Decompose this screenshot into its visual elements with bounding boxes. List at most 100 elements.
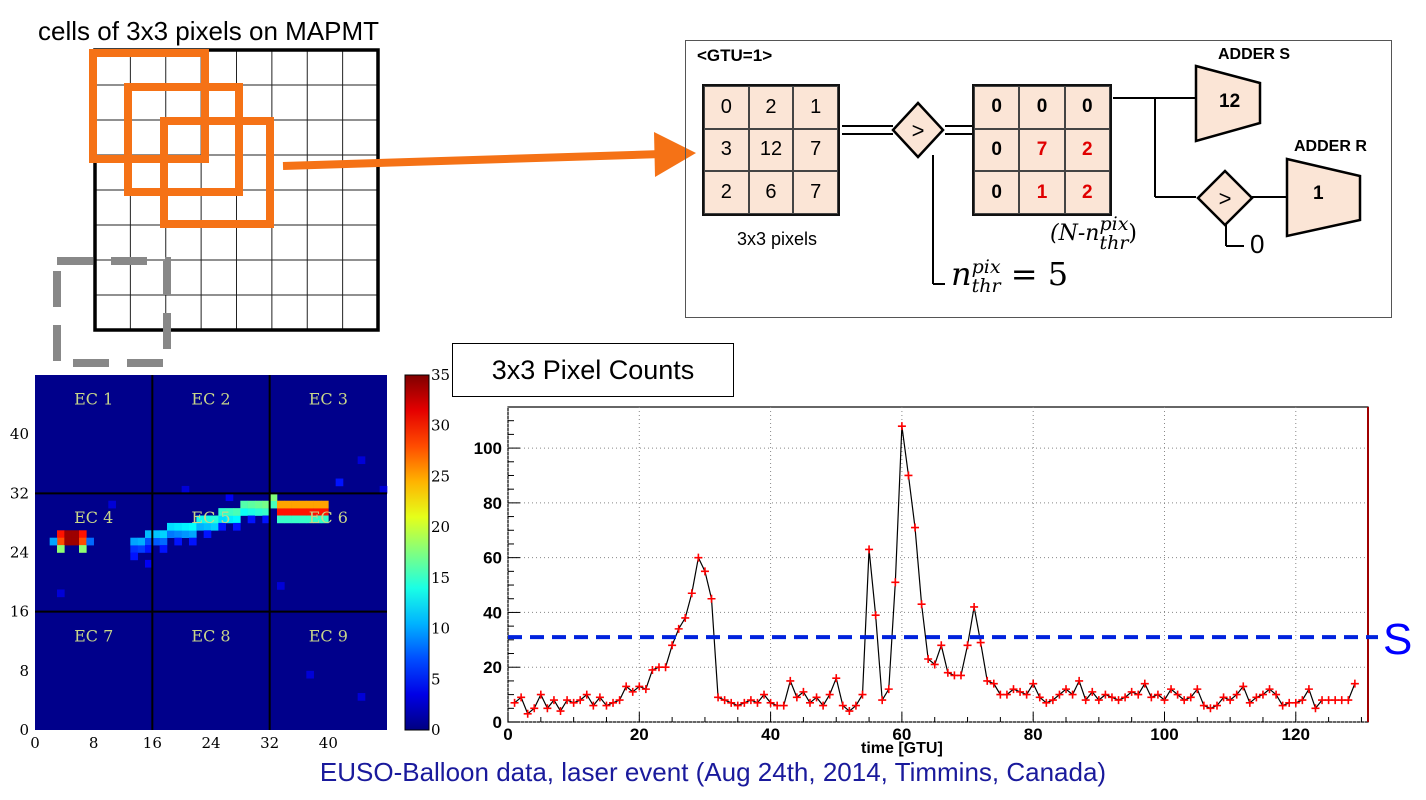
output-grid-cell: 7 [1019,128,1065,172]
heatmap-pixel [306,508,314,516]
data-point [1193,685,1202,694]
data-point [674,624,683,633]
colorbar-tick: 5 [431,670,441,688]
data-point [819,701,828,710]
comparator-symbol-2: > [1219,186,1232,211]
heatmap-pixel [247,500,256,509]
y-tick-label: 80 [483,494,502,513]
input-grid-cell: 12 [748,128,794,172]
data-point [1304,685,1313,694]
heatmap-pixel [306,500,314,509]
heatmap-pixel [196,522,204,531]
data-point [1101,690,1110,699]
data-point [700,567,709,576]
data-point [963,641,972,650]
data-point [635,682,644,691]
heatmap-pixel [321,515,329,524]
heatmap-pixel [152,530,160,539]
difference-expression: (N-n pix thr) [1050,215,1137,253]
data-point [825,690,834,699]
heatmap-pixel [357,456,366,465]
output-grid-cell: 0 [974,86,1020,129]
data-point [720,696,729,705]
data-point [851,701,860,710]
data-point [1219,693,1228,702]
data-point [976,638,985,647]
heatmap-pixel [357,693,366,701]
data-point [694,553,703,562]
data-point [582,690,591,699]
heatmap-y-tick: 16 [10,603,29,621]
heatmap-pixel [211,522,219,531]
pixel-cell-3 [160,117,274,228]
data-point [970,602,979,611]
output-grid-cell: 2 [1064,171,1110,214]
threshold-symbol: n [951,255,972,293]
data-point [1311,704,1320,713]
data-point [1088,687,1097,696]
data-point [1213,701,1222,710]
colorbar-tick: 0 [431,721,441,739]
heatmap-pixel [284,515,292,524]
heatmap-pixel [49,537,58,546]
heatmap-pixel [137,545,146,553]
heatmap-y-tick: 24 [10,544,29,562]
input-grid-cell: 2 [704,171,749,214]
heatmap-pixel [189,522,197,531]
colorbar-tick: 10 [431,620,450,638]
heatmap-pixel [313,500,322,509]
data-point [1160,696,1169,705]
gtu-label: <GTU=1> [697,46,773,65]
data-point [602,701,611,710]
y-tick-label: 60 [483,549,502,568]
data-point [576,696,585,705]
data-point [1134,690,1143,699]
heatmap-pixel [181,530,190,539]
ec-label: EC 9 [309,626,348,645]
x-tick-label: 120 [1282,725,1310,744]
arrow-shaft [282,150,663,170]
heatmap-pixel [57,589,65,598]
heatmap-pixel [306,515,314,524]
heatmap-pixel [108,500,116,509]
data-point [983,676,992,685]
heatmap-pixel [299,508,307,516]
data-point [924,655,933,663]
heatmap-y-tick: 32 [10,484,29,502]
heatmap-pixel [79,530,87,539]
data-point [707,594,716,603]
colorbar-tick: 25 [431,467,450,485]
data-point [746,696,755,705]
plot-frame [507,406,1369,723]
ec-heatmap: EC 1 EC 2 EC 3 EC 4 EC 5 EC 6 EC 7 EC 8 EC 9 40 32… [10,366,450,752]
chart-title: 3x3 Pixel Counts [452,343,734,397]
data-point [510,698,519,707]
data-point [1094,696,1103,705]
data-point [1272,690,1281,699]
threshold-sup: pix [971,255,1001,278]
input-grid-cell: 1 [793,86,838,129]
mapmt-border [93,48,380,332]
difference-open: (N- [1050,221,1086,246]
heatmap-pixel [247,508,256,516]
data-point [1055,690,1064,699]
data-point [1199,701,1208,710]
heatmap-pixel [145,537,153,546]
data-point [543,704,552,713]
heatmap-pixel [203,522,212,531]
pixel-cell-1 [89,49,209,163]
ec-label: EC 3 [309,390,348,409]
heatmap-pixel [211,515,219,524]
data-point [911,523,920,532]
data-point [1081,696,1090,705]
adder-r-shape [1285,157,1362,238]
heatmap-x-tick: 40 [319,734,338,752]
x-axis-label: time [GTU] [861,740,943,757]
figure-caption: EUSO-Balloon data, laser event (Aug 24th… [319,757,1107,787]
heatmap-pixel [196,515,204,524]
data-point [1173,690,1182,699]
mapmt-grid-diagram [53,48,696,367]
heatmap-pixel [130,552,138,561]
data-point [622,682,631,691]
data-point [615,696,624,705]
